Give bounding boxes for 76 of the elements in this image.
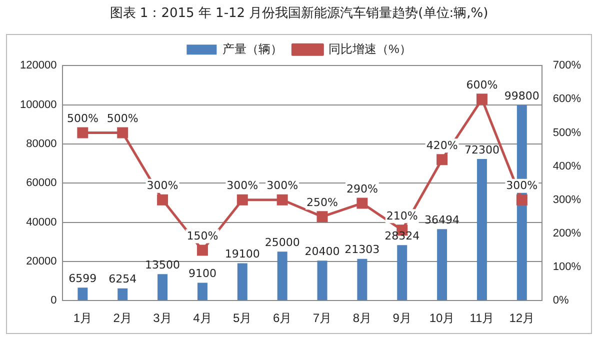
data-label: 99800 — [504, 90, 540, 103]
data-label: 600% — [466, 78, 498, 92]
x-tick-label: 9月 — [392, 311, 412, 326]
data-label: 300% — [506, 179, 538, 192]
point — [196, 244, 208, 256]
point — [117, 127, 128, 138]
y2-tick-label: 600% — [552, 93, 582, 106]
point — [436, 154, 448, 166]
x-tick-label: 5月 — [233, 311, 252, 326]
y-tick-label: 40000 — [26, 216, 57, 228]
bar — [118, 288, 128, 300]
point — [236, 194, 248, 206]
bar — [357, 258, 368, 300]
data-label: 72300 — [464, 143, 500, 156]
data-label: 500% — [106, 112, 138, 126]
data-label: 6254 — [108, 272, 137, 286]
y-tick-label: 0 — [50, 294, 57, 307]
legend-label: 同比增速（%） — [328, 42, 412, 56]
point — [77, 127, 88, 138]
bar — [277, 252, 288, 300]
y-tick-label: 100000 — [20, 98, 57, 111]
data-label: 250% — [306, 196, 338, 210]
data-label: 28324 — [384, 229, 420, 242]
legend-label: 产量（辆） — [222, 42, 283, 56]
x-tick-label: 1月 — [73, 311, 92, 326]
y2-tick-label: 300% — [552, 194, 582, 206]
x-tick-label: 6月 — [272, 311, 292, 326]
x-tick-label: 7月 — [312, 311, 332, 326]
x-tick-label: 11月 — [470, 311, 494, 326]
x-tick-label: 8月 — [352, 311, 372, 326]
x-tick-label: 12月 — [509, 311, 535, 326]
x-tick-label: 2月 — [113, 311, 132, 326]
y2-tick-label: 500% — [552, 126, 582, 139]
point — [356, 198, 368, 209]
y2-tick-label: 0% — [552, 294, 569, 307]
data-label: 13500 — [145, 258, 180, 272]
data-label: 21303 — [344, 243, 380, 256]
data-label: 9100 — [188, 267, 216, 280]
point — [157, 194, 168, 206]
data-label: 300% — [146, 179, 178, 192]
chart-title: 图表 1：2015 年 1-12 月份我国新能源汽车销量趋势(单位:辆,%) — [110, 6, 488, 22]
y-tick-label: 60000 — [26, 177, 57, 190]
data-label: 19100 — [224, 248, 260, 261]
point — [476, 94, 488, 105]
data-label: 20400 — [304, 245, 340, 258]
x-tick-label: 3月 — [153, 311, 172, 326]
bar — [237, 263, 248, 300]
data-label: 25000 — [264, 236, 300, 249]
data-label: 290% — [346, 182, 378, 196]
data-label: 150% — [186, 230, 218, 243]
y-tick-label: 20000 — [26, 255, 57, 268]
bar — [437, 229, 448, 300]
y-tick-label: 80000 — [26, 138, 57, 150]
x-tick-label: 10月 — [429, 311, 455, 326]
y2-tick-label: 100% — [552, 261, 582, 274]
y-tick-label: 120000 — [20, 60, 57, 72]
x-tick-label: 4月 — [193, 311, 212, 326]
data-label: 500% — [66, 112, 98, 126]
data-label: 420% — [426, 138, 458, 152]
data-label: 210% — [386, 209, 418, 222]
bar — [317, 260, 328, 300]
point — [316, 211, 328, 222]
y2-tick-label: 400% — [552, 160, 582, 172]
bar — [158, 274, 168, 300]
bar — [78, 288, 88, 300]
point — [276, 194, 288, 206]
data-label: 300% — [226, 179, 258, 192]
point — [516, 194, 528, 206]
data-label: 300% — [266, 179, 298, 192]
bar — [197, 282, 208, 300]
data-label: 6599 — [68, 272, 97, 286]
data-label: 36494 — [424, 213, 460, 226]
bar — [476, 159, 487, 300]
y2-tick-label: 200% — [552, 227, 582, 240]
bar — [397, 245, 408, 300]
y2-tick-label: 700% — [552, 60, 582, 72]
